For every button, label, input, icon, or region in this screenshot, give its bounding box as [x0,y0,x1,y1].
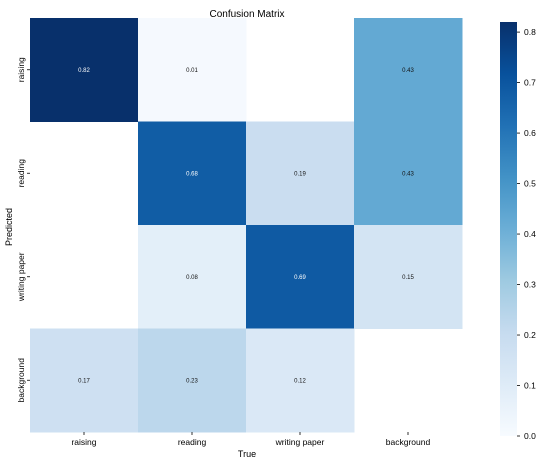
colorbar [500,22,517,436]
chart-title: Confusion Matrix [209,9,284,20]
cell-value-label: 0.17 [78,378,90,384]
colorbar-tick-label: 0.6 [524,128,536,138]
y-tick-label: writing paper [16,252,26,302]
y-axis-label: Predicted [4,208,14,246]
y-tick-label: raising [16,57,26,82]
heatmap-cell [354,225,463,329]
heatmap-cell [30,18,139,122]
heatmap-cell [138,225,247,329]
y-tick-label: background [16,358,26,403]
cell-value-label: 0.82 [78,68,90,74]
x-axis-label: True [238,449,256,459]
colorbar-tick-label: 0.1 [524,381,536,391]
colorbar-tick-label: 0.2 [524,330,536,340]
heatmap-cell [138,328,247,433]
heatmap-cell [246,328,355,433]
cell-value-label: 0.43 [402,68,414,74]
x-axis-ticks: raising reading writing paper background [71,432,430,447]
heatmap-cell [138,18,247,122]
colorbar-tick-label: 0.4 [524,229,536,239]
colorbar-ticks: 0.0 0.1 0.2 0.3 0.4 0.5 0.6 0.7 0.8 [517,27,536,441]
heatmap-cell [246,225,355,329]
cell-value-label: 0.69 [294,275,306,281]
cell-value-label: 0.19 [294,171,306,177]
cell-value-label: 0.68 [186,171,198,177]
colorbar-tick-label: 0.0 [524,431,536,441]
x-tick-label: raising [71,437,96,447]
colorbar-tick-label: 0.3 [524,280,536,290]
cell-value-label: 0.15 [402,275,414,281]
x-tick-label: reading [178,437,207,447]
x-tick-label: writing paper [275,437,325,447]
y-axis-ticks: raising reading writing paper background [16,57,30,402]
heatmap-cells: 0.82 0.01 0.43 0.68 0.19 0.43 0.08 0.69 0.15 0.17… [30,18,463,433]
heatmap-cell [354,121,463,226]
heatmap-cell [354,18,463,122]
colorbar-tick-label: 0.5 [524,179,536,189]
heatmap-cell [30,328,139,433]
x-tick-label: background [386,437,431,447]
cell-value-label: 0.01 [186,68,198,74]
colorbar-tick-label: 0.8 [524,27,536,37]
cell-value-label: 0.43 [402,171,414,177]
colorbar-tick-label: 0.7 [524,78,536,88]
y-tick-label: reading [16,159,26,188]
cell-value-label: 0.23 [186,378,198,384]
heatmap-cell [138,121,247,226]
cell-value-label: 0.12 [294,378,306,384]
cell-value-label: 0.08 [186,275,198,281]
heatmap-cell [246,121,355,226]
